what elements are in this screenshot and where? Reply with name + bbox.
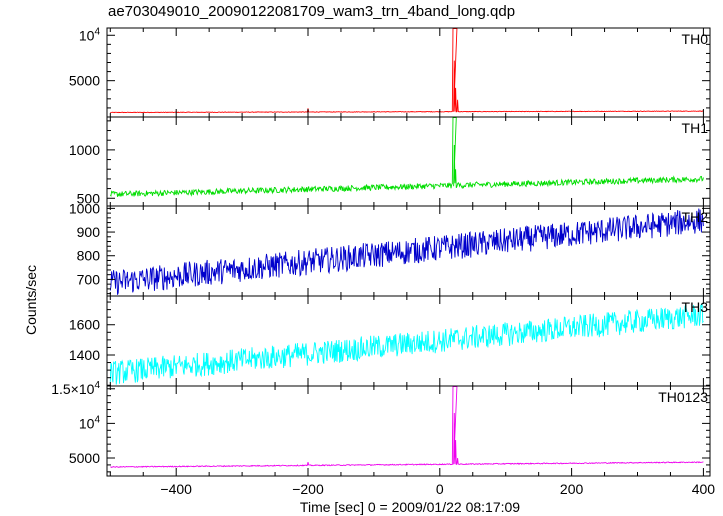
y-tick-label: 1000 [69, 200, 100, 216]
y-tick-label: 500 [77, 190, 101, 206]
panel-frame-th0123 [106, 385, 711, 477]
panel-label-th0: TH0 [682, 31, 709, 47]
y-tick-label: 700 [77, 271, 101, 287]
series-line-th0123 [110, 386, 704, 468]
y-tick-label: 1600 [69, 317, 100, 333]
y-tick-label: 1000 [69, 142, 100, 158]
series-line-th3 [109, 302, 704, 385]
x-tick-label: 0 [436, 481, 444, 497]
series-line-th1 [109, 117, 704, 198]
x-tick-label: −400 [160, 481, 192, 497]
panel-label-th0123: TH0123 [658, 389, 708, 405]
x-axis-label: Time [sec] 0 = 2009/01/22 08:17:09 [299, 499, 521, 515]
x-tick-label: 200 [560, 481, 584, 497]
x-tick-label: 400 [692, 481, 716, 497]
panel-label-th3: TH3 [682, 299, 709, 315]
x-tick-label: −200 [292, 481, 324, 497]
chart-title: ae703049010_20090122081709_wam3_trn_4ban… [108, 3, 516, 20]
y-tick-label: 1.5×104 [51, 380, 100, 397]
y-tick-label: 800 [77, 248, 101, 264]
y-tick-label: 900 [77, 224, 101, 240]
y-tick-label: 1400 [69, 347, 100, 363]
panel-label-th2: TH2 [682, 209, 709, 225]
panel-label-th1: TH1 [682, 120, 709, 136]
y-tick-label: 104 [79, 414, 101, 431]
y-tick-label: 5000 [69, 73, 100, 89]
series-line-th0 [110, 28, 704, 114]
y-tick-label: 5000 [69, 450, 100, 466]
panel-frame-th0 [106, 27, 711, 118]
series-line-th2 [109, 208, 704, 295]
y-tick-label: 104 [79, 26, 101, 43]
